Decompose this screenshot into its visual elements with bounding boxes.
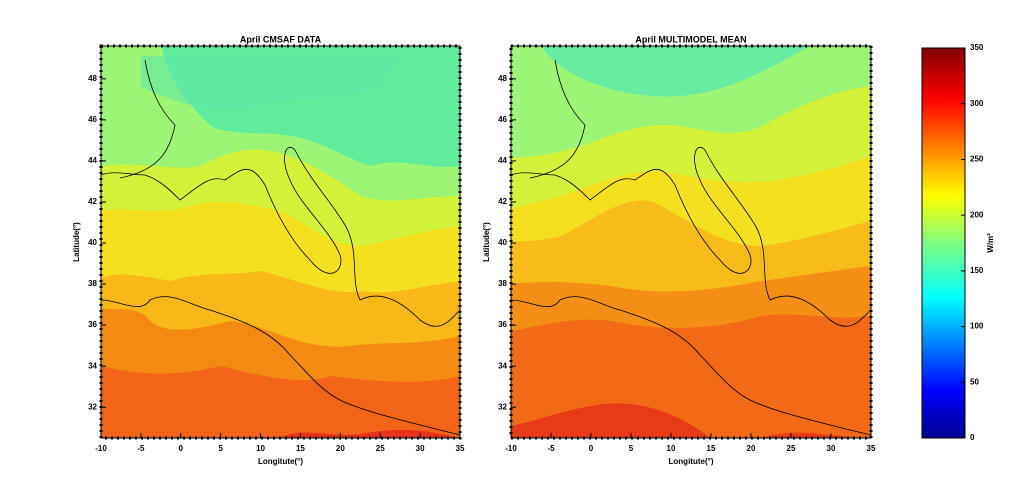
y-tick-label: 32 xyxy=(88,402,97,411)
colorbar-tick-label: 0 xyxy=(970,433,975,442)
x-tick-label: 0 xyxy=(179,444,184,453)
x-tick-label: 30 xyxy=(416,444,425,453)
colorbar-tick-label: 100 xyxy=(970,322,984,331)
y-tick-label: 36 xyxy=(498,320,507,329)
x-tick-label: 10 xyxy=(256,444,265,453)
y-tick-label: 40 xyxy=(88,238,97,247)
colorbar-tick-label: 350 xyxy=(970,43,984,52)
panel-title: April CMSAF DATA xyxy=(240,34,322,44)
x-tick-label: 35 xyxy=(867,444,876,453)
x-tick-label: 10 xyxy=(667,444,676,453)
y-tick-label: 40 xyxy=(498,238,507,247)
x-tick-label: 30 xyxy=(827,444,836,453)
colorbar-label: W/m² xyxy=(986,233,995,253)
y-axis-label: Latitude(°) xyxy=(482,222,491,262)
x-tick-label: 0 xyxy=(589,444,594,453)
x-tick-label: 25 xyxy=(376,444,385,453)
y-tick-label: 46 xyxy=(88,115,97,124)
x-tick-label: 15 xyxy=(296,444,305,453)
y-tick-label: 38 xyxy=(88,279,97,288)
panel-title: April MULTIMODEL MEAN xyxy=(635,34,746,44)
x-tick-label: -10 xyxy=(505,444,517,453)
x-tick-label: 5 xyxy=(218,444,223,453)
y-tick-label: 48 xyxy=(88,74,97,83)
coastline xyxy=(100,59,872,436)
y-tick-label: 42 xyxy=(88,197,97,206)
colorbar-tick-label: 300 xyxy=(970,99,984,108)
y-tick-label: 34 xyxy=(498,361,507,370)
y-tick-label: 38 xyxy=(498,279,507,288)
x-tick-label: -5 xyxy=(137,444,145,453)
x-tick-label: 20 xyxy=(336,444,345,453)
y-tick-label: 46 xyxy=(498,115,507,124)
x-tick-label: -10 xyxy=(95,444,107,453)
y-tick-label: 36 xyxy=(88,320,97,329)
y-tick-label: 44 xyxy=(88,156,97,165)
y-tick-label: 42 xyxy=(498,197,507,206)
x-axis-label: Longitute(°) xyxy=(669,457,714,466)
y-tick-label: 34 xyxy=(88,361,97,370)
field-map xyxy=(511,46,871,438)
y-tick-label: 44 xyxy=(498,156,507,165)
x-tick-label: 15 xyxy=(707,444,716,453)
x-tick-label: -5 xyxy=(547,444,555,453)
x-tick-label: 35 xyxy=(456,444,465,453)
colorbar-tick-label: 50 xyxy=(970,377,979,386)
colorbar-tick-label: 250 xyxy=(970,155,984,164)
x-tick-label: 5 xyxy=(629,444,634,453)
y-axis-label: Latitude(°) xyxy=(72,222,81,262)
frame xyxy=(99,44,966,440)
colorbar-tick-label: 150 xyxy=(970,266,984,275)
y-tick-label: 32 xyxy=(498,402,507,411)
field-map xyxy=(101,46,460,438)
x-tick-label: 20 xyxy=(747,444,756,453)
y-tick-label: 48 xyxy=(498,74,507,83)
x-tick-label: 25 xyxy=(787,444,796,453)
x-axis-label: Longitute(°) xyxy=(258,457,303,466)
colorbar-tick-label: 200 xyxy=(970,210,984,219)
